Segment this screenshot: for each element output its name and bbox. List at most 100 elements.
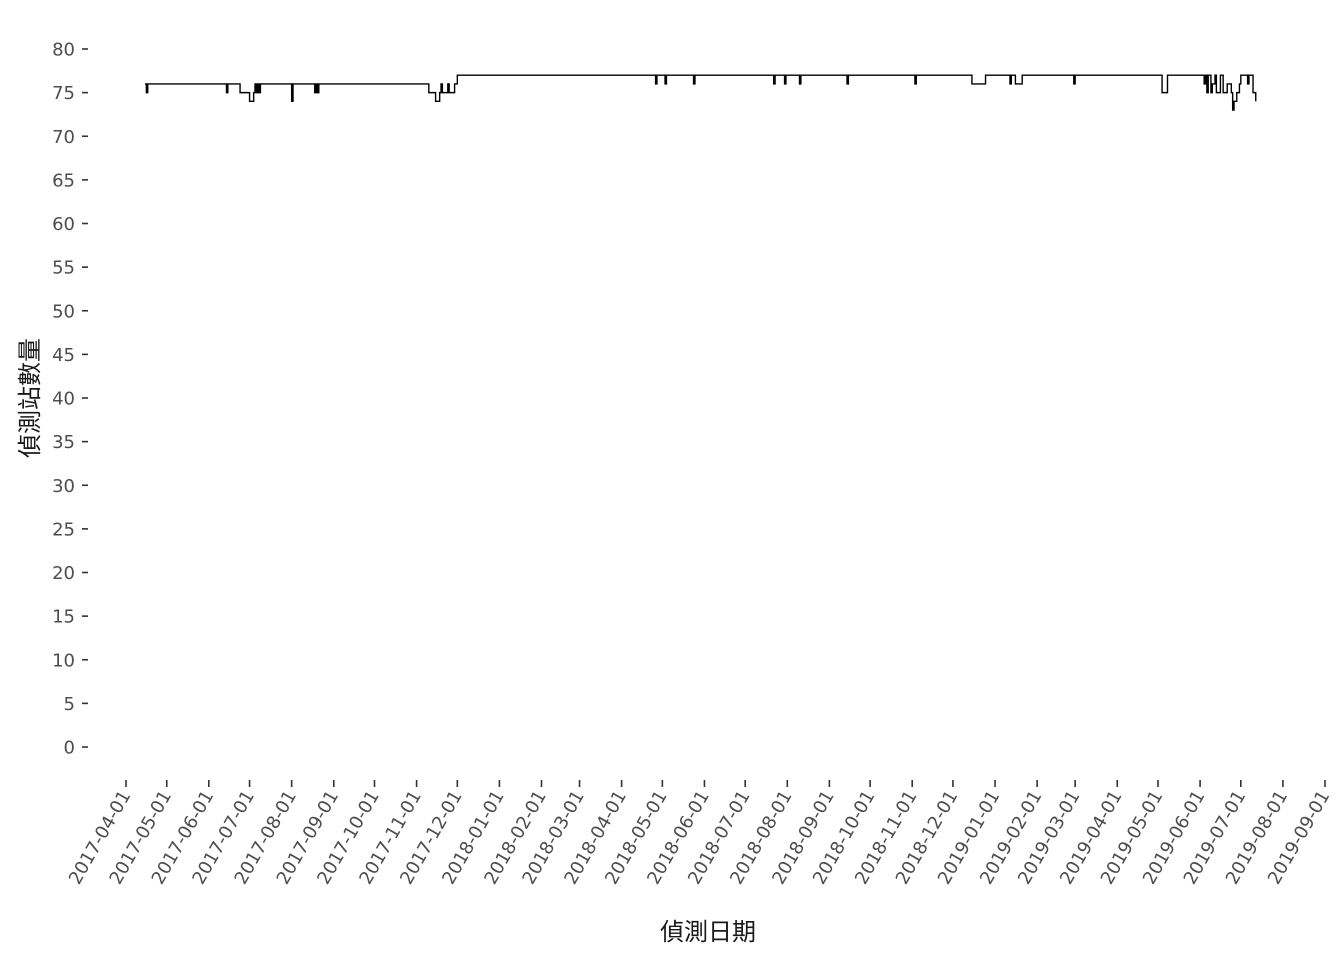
data-point [1208, 75, 1209, 76]
data-point [314, 92, 315, 93]
data-point [1009, 83, 1010, 84]
data-point [784, 83, 785, 84]
data-point [451, 92, 452, 93]
data-point [1248, 75, 1249, 76]
data-point [914, 83, 915, 84]
y-tick-label: 40 [52, 389, 75, 410]
data-point [144, 83, 145, 84]
data-point [1011, 75, 1012, 76]
data-point [1075, 75, 1076, 76]
y-tick-label: 70 [52, 127, 75, 148]
data-point [227, 83, 228, 84]
data-point [798, 75, 799, 76]
y-tick-label: 0 [64, 738, 75, 759]
data-point [253, 92, 254, 93]
data-point [252, 101, 253, 102]
data-point [848, 75, 849, 76]
data-point [1254, 92, 1255, 93]
data-point [1160, 75, 1161, 76]
y-axis-title: 偵測站數量 [16, 338, 44, 458]
data-point [666, 75, 667, 76]
data-point [783, 75, 784, 76]
data-point [1223, 92, 1224, 93]
data-point [1227, 83, 1228, 84]
data-point [774, 75, 775, 76]
y-tick-label: 75 [52, 83, 75, 104]
data-point [663, 75, 664, 76]
data-point [984, 83, 985, 84]
x-axis: 2017-04-012017-05-012017-06-012017-07-01… [65, 780, 1334, 888]
data-point [257, 83, 258, 84]
y-tick-label: 45 [52, 345, 75, 366]
y-tick-label: 10 [52, 650, 75, 671]
data-point [440, 83, 441, 84]
y-tick-label: 20 [52, 563, 75, 584]
y-tick-label: 35 [52, 432, 75, 453]
data-point [1225, 92, 1226, 93]
data-point [147, 83, 148, 84]
data-point [239, 92, 240, 93]
data-point [1247, 83, 1248, 84]
data-point [256, 92, 257, 93]
data-point [1205, 75, 1206, 76]
data-point [785, 75, 786, 76]
data-point [655, 83, 656, 84]
data-point [290, 83, 291, 84]
data-point [226, 92, 227, 93]
data-point [318, 83, 319, 84]
data-point [985, 75, 986, 76]
data-point [1216, 92, 1217, 93]
y-tick-label: 25 [52, 519, 75, 540]
data-point [799, 83, 800, 84]
data-point [1246, 75, 1247, 76]
series-line [145, 74, 1257, 111]
data-point [1008, 75, 1009, 76]
data-point [313, 83, 314, 84]
data-point [1212, 83, 1213, 84]
data-point [446, 92, 447, 93]
data-point [773, 83, 774, 84]
data-point [1204, 83, 1205, 84]
data-point [248, 92, 249, 93]
data-point [772, 75, 773, 76]
data-point [1166, 92, 1167, 93]
data-point [457, 75, 458, 76]
data-point [694, 75, 695, 76]
data-point [291, 101, 292, 102]
data-point [1240, 75, 1241, 76]
y-tick-label: 15 [52, 607, 75, 628]
data-point [913, 75, 914, 76]
y-tick-label: 50 [52, 301, 75, 322]
data-point [1167, 75, 1168, 76]
y-tick-label: 65 [52, 170, 75, 191]
data-point [845, 75, 846, 76]
data-point [1236, 92, 1237, 93]
y-axis: 0 5 10 15 20 25 30 35 40 45 50 55 60 65 70 75 80 [52, 40, 88, 759]
data-point [449, 92, 450, 93]
data-point [258, 92, 259, 93]
data-point [447, 83, 448, 84]
data-point [1013, 75, 1014, 76]
data-point [846, 83, 847, 84]
data-point [1251, 75, 1252, 76]
data-point [317, 92, 318, 93]
data-point [1239, 83, 1240, 84]
data-point [1015, 83, 1016, 84]
data-point [1220, 75, 1221, 76]
y-tick-label: 55 [52, 258, 75, 279]
data-point [1232, 109, 1233, 110]
data-point [656, 75, 657, 76]
data-point [438, 101, 439, 102]
data-point [1161, 92, 1162, 93]
data-point [146, 92, 147, 93]
y-tick-label: 80 [52, 40, 75, 61]
data-point [439, 92, 440, 93]
data-point [238, 83, 239, 84]
data-point [971, 83, 972, 84]
data-point [1218, 92, 1219, 93]
data-point [428, 92, 429, 93]
data-point [1202, 75, 1203, 76]
data-point [800, 75, 801, 76]
